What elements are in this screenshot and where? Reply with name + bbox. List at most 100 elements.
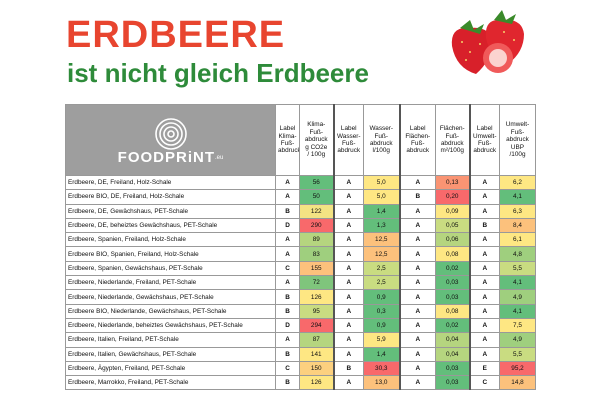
value-cell: 0,03 <box>435 289 470 305</box>
label-cell: B <box>275 346 300 362</box>
table-row: Erdbeere, Spanien, Freiland, Holz-Schale… <box>65 232 536 248</box>
product-name: Erdbeere, DE, beheiztes Gewächshaus, PET… <box>65 217 276 234</box>
label-cell: A <box>332 246 364 262</box>
label-cell: A <box>398 303 436 319</box>
label-cell: A <box>275 332 300 348</box>
header-line: Umwelt- <box>473 132 497 140</box>
value-cell: 14,8 <box>499 375 536 391</box>
label-cell: D <box>275 217 300 234</box>
value-cell: 0,03 <box>435 375 470 391</box>
label-cell: A <box>398 360 436 377</box>
logo: FOODPRiNT.eu <box>65 104 276 176</box>
value-cell: 12,5 <box>363 246 400 262</box>
value-cell: 141 <box>299 346 334 362</box>
label-cell: A <box>468 317 500 334</box>
value-cell: 5,0 <box>363 189 400 205</box>
header-line: abdruck <box>304 136 328 144</box>
label-cell: A <box>398 332 436 348</box>
header-line: abdruck <box>278 147 300 155</box>
label-cell: C <box>468 375 500 391</box>
column-header: Umwelt- Fuß-abdruck UBP/100g <box>499 104 536 176</box>
header-line: Label <box>340 125 357 133</box>
label-cell: A <box>332 346 364 362</box>
value-cell: 12,5 <box>363 232 400 248</box>
value-cell: 122 <box>299 203 334 219</box>
header-line: Klima- <box>307 121 326 129</box>
header-line: Wasser- <box>369 125 394 133</box>
value-cell: 5,5 <box>499 260 536 277</box>
label-cell: A <box>332 232 364 248</box>
value-cell: 1,4 <box>363 346 400 362</box>
label-cell: A <box>332 317 364 334</box>
header-line: Flächen- <box>439 125 465 133</box>
value-cell: 126 <box>299 375 334 391</box>
header-line: Fuß- <box>411 140 425 147</box>
header-line: abdruck <box>440 140 464 147</box>
header-line: Label <box>279 125 296 133</box>
label-cell: A <box>468 260 500 277</box>
table-row: Erdbeere, Spanien, Gewächshaus, PET-Scha… <box>65 260 536 277</box>
product-name: Erdbeere, Ägypten, Freiland, PET-Schale <box>65 360 276 377</box>
footprint-table: FOODPRiNT.eu Label Klima- Fuß-abdruck Klima… <box>65 104 536 391</box>
label-cell: A <box>332 289 364 305</box>
value-cell: 6,3 <box>499 203 536 219</box>
logo-name: FOODPRiNT <box>117 149 215 166</box>
label-cell: A <box>332 189 364 205</box>
column-header: Label Wasser- Fuß-abdruck <box>332 104 364 176</box>
label-cell: A <box>275 232 300 248</box>
label-cell: A <box>398 217 436 234</box>
label-cell: A <box>398 317 436 334</box>
value-cell: 87 <box>299 332 334 348</box>
column-header: Klima- Fuß-abdruck g CO2e/ 100g <box>299 104 334 176</box>
label-cell: A <box>275 189 300 205</box>
label-cell: A <box>398 232 436 248</box>
label-cell: B <box>275 203 300 219</box>
value-cell: 0,9 <box>363 289 400 305</box>
label-cell: A <box>398 289 436 305</box>
strawberry-image <box>451 10 524 74</box>
label-cell: E <box>468 360 500 377</box>
value-cell: 4,9 <box>499 332 536 348</box>
table-row: Erdbeere, Niederlande, Gewächshaus, PET-… <box>65 289 536 305</box>
value-cell: 0,04 <box>435 332 470 348</box>
value-cell: 30,3 <box>363 360 400 377</box>
value-cell: 0,05 <box>435 217 470 234</box>
value-cell: 5,9 <box>363 332 400 348</box>
value-cell: 0,08 <box>435 303 470 319</box>
header-line: abdruck <box>369 140 393 147</box>
label-cell: A <box>275 174 300 191</box>
label-cell: A <box>398 275 436 291</box>
label-cell: A <box>275 246 300 262</box>
product-name: Erdbeere BIO, Niederlande, Gewächshaus, … <box>65 303 276 319</box>
label-cell: B <box>275 303 300 319</box>
table-row: Erdbeere BIO, Niederlande, Gewächshaus, … <box>65 303 536 319</box>
value-cell: 0,02 <box>435 317 470 334</box>
value-cell: 0,20 <box>435 189 470 205</box>
value-cell: 0,3 <box>363 303 400 319</box>
header-row: FOODPRiNT.eu Label Klima- Fuß-abdruck Klima… <box>65 104 536 176</box>
logo-suffix: .eu <box>215 154 224 161</box>
label-cell: A <box>468 303 500 319</box>
table-row: Erdbeere, Niederlande, beheiztes Gewächs… <box>65 317 536 334</box>
value-cell: 126 <box>299 289 334 305</box>
label-cell: A <box>398 246 436 262</box>
label-cell: A <box>398 260 436 277</box>
value-cell: 0,08 <box>435 246 470 262</box>
value-cell: 8,4 <box>499 217 536 234</box>
label-cell: A <box>468 246 500 262</box>
column-header: Flächen- Fuß-abdruck m²/100g <box>435 104 470 176</box>
value-cell: 89 <box>299 232 334 248</box>
value-cell: 2,5 <box>363 275 400 291</box>
column-header: Label Umwelt- Fuß-abdruck <box>468 104 500 176</box>
label-cell: C <box>275 260 300 277</box>
value-cell: 155 <box>299 260 334 277</box>
product-name: Erdbeere, Spanien, Gewächshaus, PET-Scha… <box>65 260 276 277</box>
column-header: Label Flächen- Fuß-abdruck <box>398 104 436 176</box>
label-cell: A <box>332 217 364 234</box>
label-cell: D <box>275 317 300 334</box>
header-line: m²/100g <box>440 147 464 155</box>
value-cell: 0,06 <box>435 232 470 248</box>
label-cell: B <box>398 189 436 205</box>
value-cell: 4,1 <box>499 275 536 291</box>
product-name: Erdbeere, DE, Gewächshaus, PET-Schale <box>65 203 276 219</box>
